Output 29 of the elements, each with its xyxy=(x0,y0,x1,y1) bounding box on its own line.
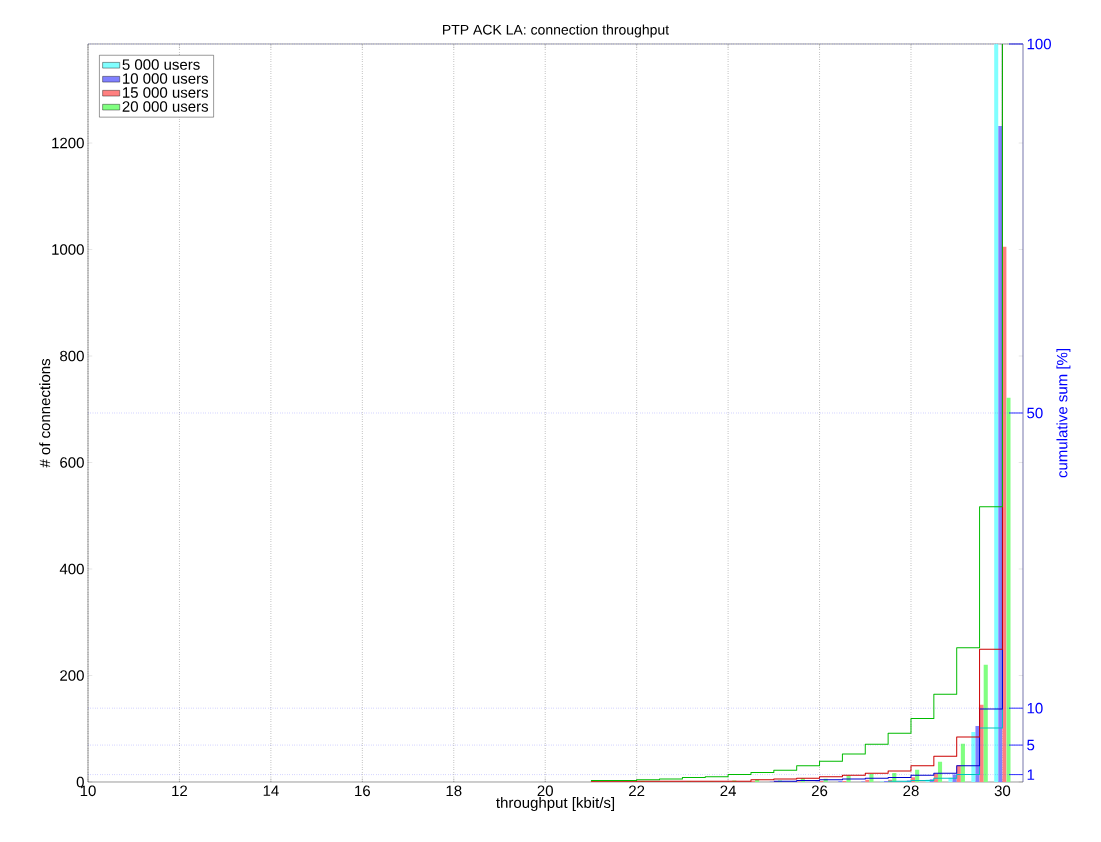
x-tick-label: 24 xyxy=(720,785,737,796)
y-tick-label: 800 xyxy=(60,350,84,362)
legend-label: 15 000 users xyxy=(123,87,209,98)
x-tick-label: 30 xyxy=(994,785,1011,797)
y2-axis-title: cumulative sum [%] xyxy=(1056,349,1071,478)
y-tick-label: 400 xyxy=(59,563,84,575)
legend-label: 10 000 users xyxy=(123,73,209,84)
x-tick-label: 28 xyxy=(903,785,919,797)
y2-tick-label: 10 xyxy=(1027,702,1043,714)
y2-tick-label: 100 xyxy=(1027,38,1051,50)
y-tick-label: 200 xyxy=(60,670,84,681)
legend-label: 5 000 users xyxy=(122,59,200,70)
y-tick-label: 1200 xyxy=(52,137,84,149)
y2-tick-label: 1 xyxy=(1027,769,1035,780)
y2-tick-label: 5 xyxy=(1027,739,1035,751)
x-tick-label: 22 xyxy=(629,785,645,796)
x-tick-label: 26 xyxy=(811,785,828,797)
y-axis-title: # of connections xyxy=(39,358,51,468)
x-tick-label: 20 xyxy=(537,785,553,797)
x-tick-label: 18 xyxy=(446,785,462,797)
x-axis-title: throughput [kbit/s] xyxy=(496,797,615,811)
legend-label: 20 000 users xyxy=(122,101,209,112)
y2-tick-label: 50 xyxy=(1027,407,1043,419)
y-tick-label: 1000 xyxy=(52,244,84,255)
x-tick-label: 12 xyxy=(172,785,188,796)
x-tick-label: 16 xyxy=(355,785,371,797)
chart-title: PTP ACK LA: connection throughput xyxy=(443,24,669,38)
x-tick-label: 14 xyxy=(263,785,279,796)
y-tick-label: 600 xyxy=(60,457,84,468)
